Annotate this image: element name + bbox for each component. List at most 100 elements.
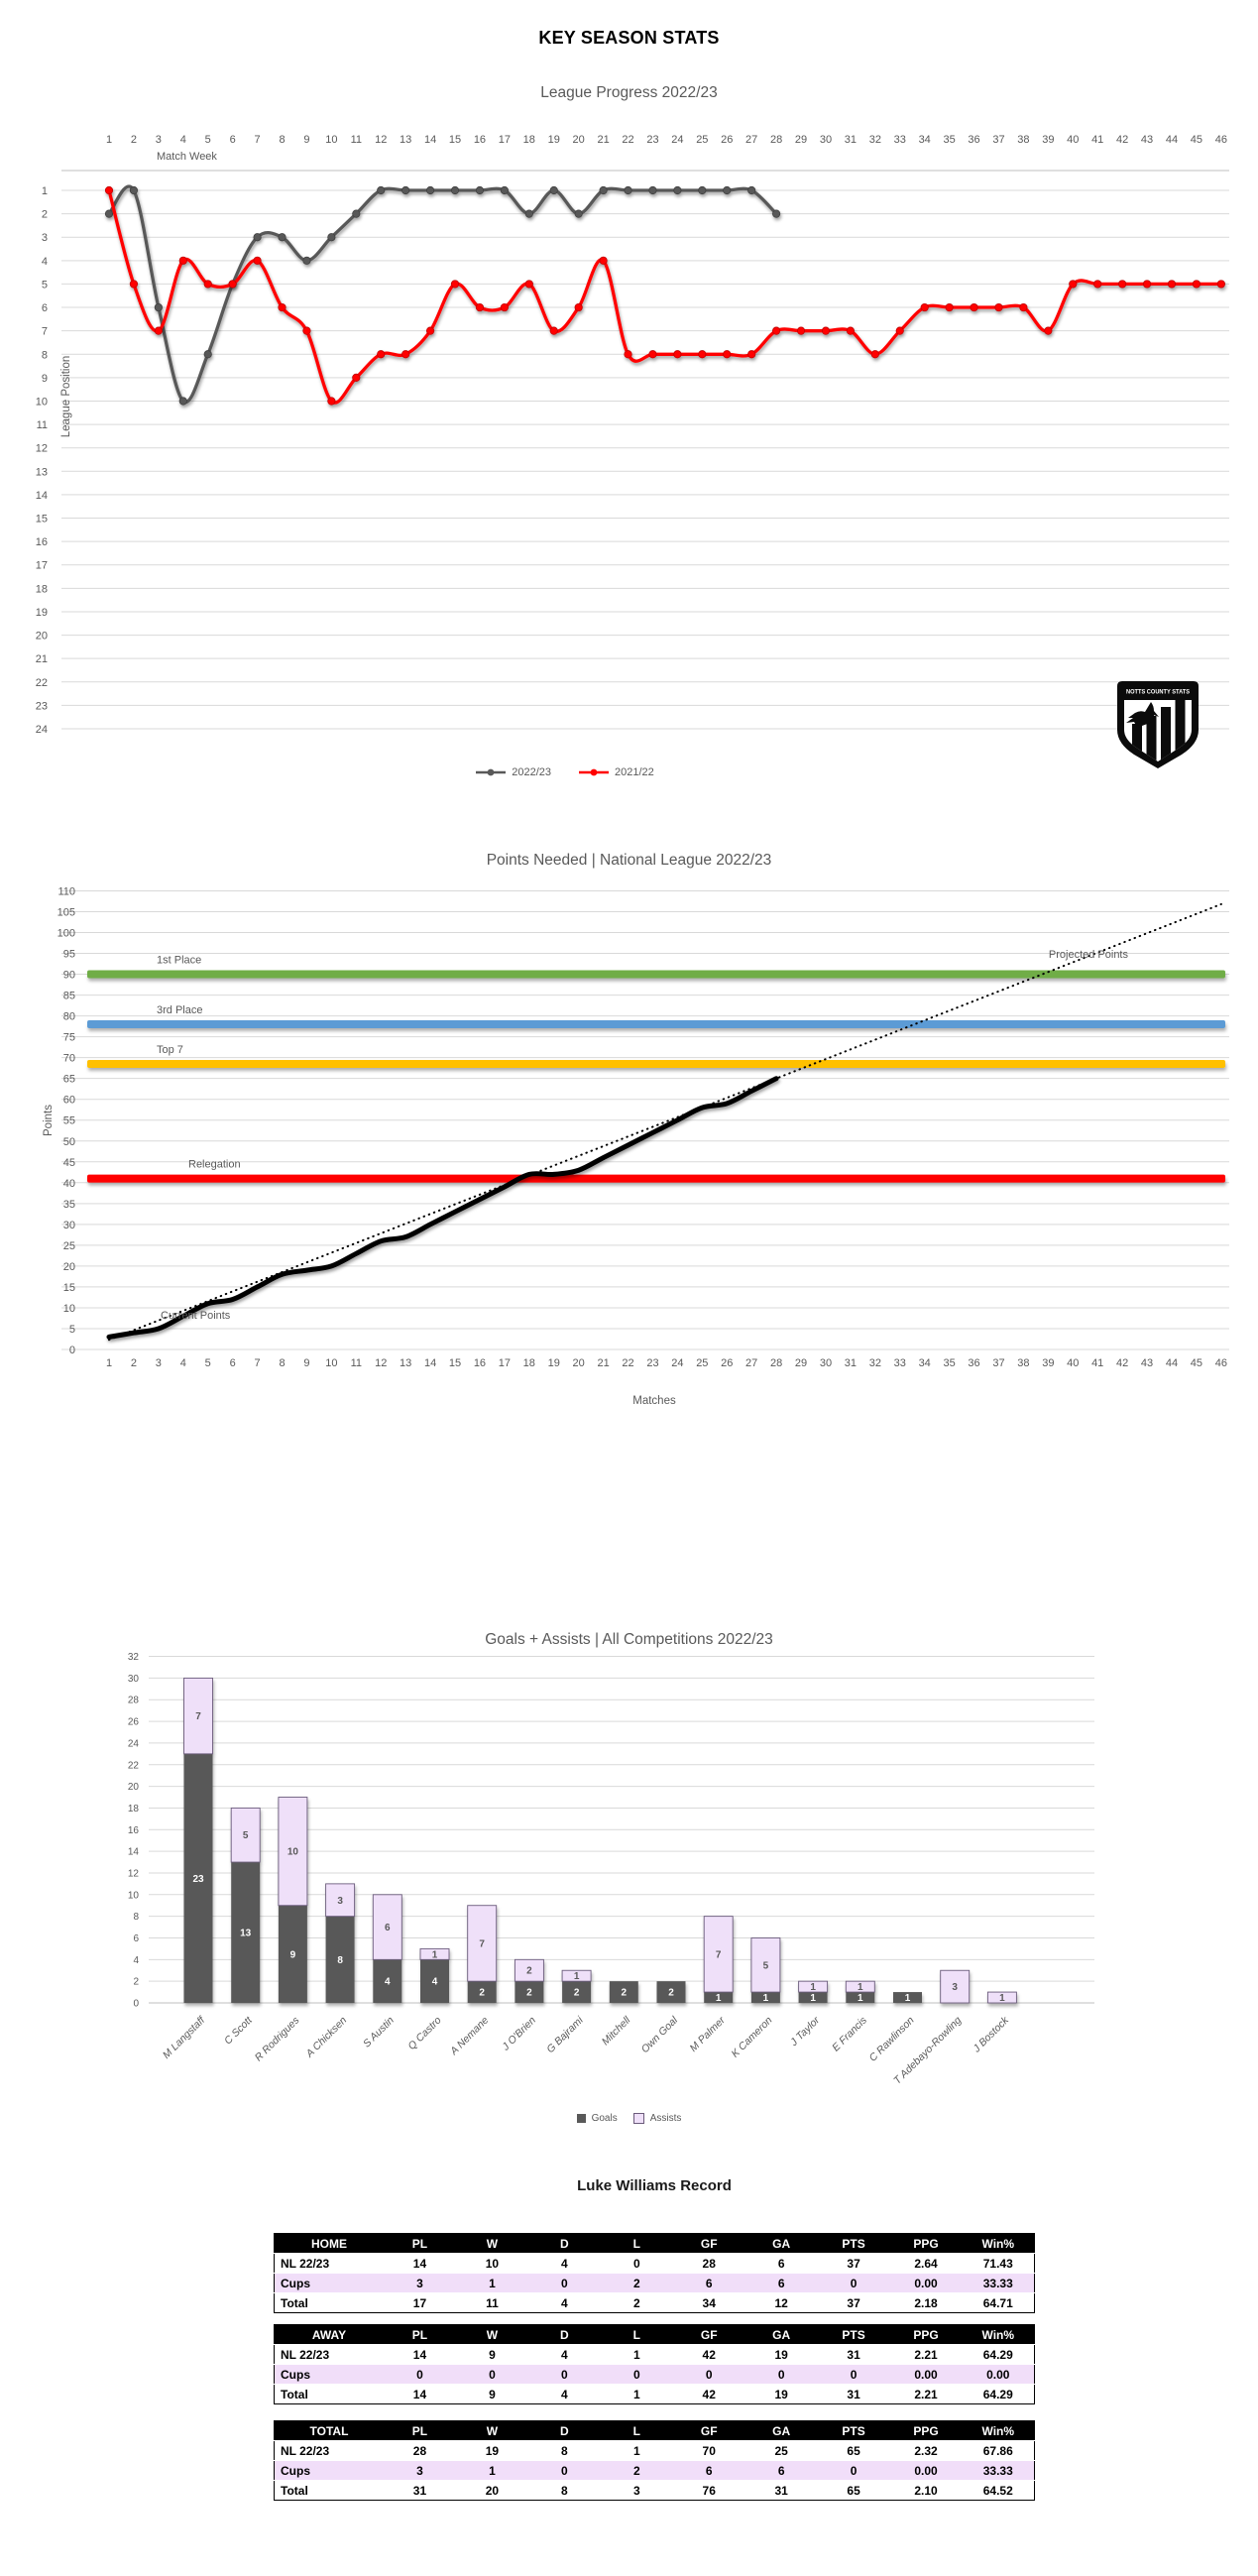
- c2-x-tick: 46: [1215, 1357, 1227, 1369]
- c1-y-tick: 3: [42, 232, 48, 244]
- c1-x-tick: 28: [770, 134, 782, 146]
- c1-x-tick: 4: [180, 134, 186, 146]
- bar-goals: [562, 1981, 592, 2003]
- c2-x-tick: 2: [131, 1357, 137, 1369]
- c2-y-tick: 50: [63, 1136, 75, 1148]
- red-line-marker-icon: [579, 768, 609, 776]
- series-marker: [278, 233, 286, 242]
- c1-x-tick: 7: [255, 134, 261, 146]
- bar-goals-value: 1: [810, 1993, 816, 2004]
- c2-band-Top 7: [87, 1059, 1225, 1068]
- bar-assists-value: 5: [243, 1830, 249, 1841]
- column-header: L: [600, 2420, 673, 2441]
- series-marker: [970, 302, 978, 312]
- table-cell: 28: [384, 2440, 456, 2461]
- c2-projected-points-line: [108, 902, 1222, 1342]
- table-cell: 8: [527, 2440, 601, 2461]
- column-header: PL: [384, 2324, 456, 2345]
- c2-x-tick: 38: [1017, 1357, 1029, 1369]
- c2-x-tick: 34: [919, 1357, 931, 1369]
- c2-x-tick: 39: [1042, 1357, 1054, 1369]
- table-row: NL 22/23 14 10 4 0 28 6 37 2.64 71.43: [274, 2253, 1035, 2274]
- c3-player-label: Mitchell: [600, 2014, 633, 2048]
- table-cell: 6: [672, 2460, 745, 2481]
- bar-assists-value: 6: [385, 1923, 391, 1933]
- table-row: NL 22/23 14 9 4 1 42 19 31 2.21 64.29: [274, 2344, 1035, 2365]
- series-marker: [203, 350, 212, 359]
- c3-y-tick: 14: [128, 1847, 140, 1858]
- bar-assists: [986, 1991, 1017, 2004]
- series-marker: [945, 302, 954, 312]
- c1-y-tick: 4: [42, 256, 48, 268]
- c2-y-tick: 20: [63, 1261, 75, 1273]
- series-marker: [747, 185, 756, 195]
- bar-goals: [846, 1992, 875, 2003]
- table-cell: 3: [384, 2273, 456, 2293]
- c2-x-tick: 45: [1191, 1357, 1202, 1369]
- c3-bar-M Palmer: [703, 1916, 734, 2003]
- series-marker: [920, 302, 929, 312]
- legend-item-2022-23: 2022/23: [476, 766, 551, 778]
- page-title: KEY SEASON STATS: [538, 28, 720, 48]
- c1-x-tick: 30: [820, 134, 832, 146]
- table-cell: 17: [384, 2292, 456, 2313]
- c2-x-tick: 17: [499, 1357, 511, 1369]
- series-marker: [549, 185, 558, 195]
- c3-bar-Q Castro: [419, 1947, 450, 2003]
- bar-assists: [419, 1947, 450, 1960]
- bar-assists-value: 3: [952, 1982, 958, 1993]
- bar-assists-value: 2: [526, 1966, 532, 1977]
- bar-assists: [940, 1969, 971, 2004]
- c3-bar-K Cameron: [750, 1937, 781, 2003]
- table-cell: 0: [744, 2364, 818, 2385]
- c2-x-tick: 44: [1166, 1357, 1178, 1369]
- c2-y-tick: 65: [63, 1074, 75, 1086]
- table-cell: 0: [527, 2364, 601, 2385]
- c3-bar-Mitchell: [609, 1981, 638, 2003]
- c1-x-tick: 41: [1091, 134, 1103, 146]
- c2-y-tick: 10: [63, 1303, 75, 1315]
- table-cell: 3: [384, 2460, 456, 2481]
- table-cell: 19: [744, 2384, 818, 2404]
- league-progress-title: League Progress 2022/23: [540, 84, 718, 101]
- goals-assists-title: Goals + Assists | All Competitions 2022/…: [485, 1631, 773, 1648]
- c1-x-tick: 45: [1191, 134, 1202, 146]
- c3-bar-R Rodrigues: [278, 1797, 308, 2003]
- series-marker: [1044, 326, 1053, 335]
- legend-item-goals: Goals: [576, 2113, 618, 2124]
- c2-x-tick: 21: [597, 1357, 609, 1369]
- c1-x-tick: 43: [1141, 134, 1153, 146]
- table-cell: Cups: [274, 2273, 384, 2293]
- table-cell: Total: [274, 2384, 384, 2404]
- table-header-row: HOME PL W D L GF GA PTS PPG Win%: [274, 2233, 1035, 2254]
- c3-player-label: A Nemane: [447, 2015, 491, 2058]
- column-header: GF: [672, 2324, 745, 2345]
- c1-y-axis-label: League Position: [60, 356, 72, 437]
- c3-bar-M Langstaff: [183, 1677, 213, 2003]
- c3-bar-G Bajrami: [561, 1969, 592, 2003]
- series-marker: [129, 185, 139, 195]
- c3-player-label: C Rawlinson: [866, 2015, 916, 2064]
- c2-x-tick: 27: [745, 1357, 757, 1369]
- c2-x-tick: 22: [622, 1357, 633, 1369]
- column-header: TOTAL: [274, 2420, 384, 2441]
- table-row: Cups 0 0 0 0 0 0 0 0.00 0.00: [274, 2364, 1035, 2385]
- magpie-icon: [1126, 702, 1159, 727]
- c1-x-tick: 21: [597, 134, 609, 146]
- table-cell: 71.43: [962, 2253, 1035, 2274]
- c1-x-tick: 11: [351, 134, 362, 146]
- bar-assists-value: 1: [810, 1982, 816, 1993]
- c2-y-tick: 80: [63, 1011, 75, 1023]
- c3-y-tick: 32: [128, 1652, 140, 1663]
- column-header: Win%: [962, 2324, 1035, 2345]
- c2-y-tick: 105: [57, 906, 75, 918]
- series-marker: [475, 185, 485, 195]
- bar-assists: [467, 1905, 498, 1982]
- c2-x-tick: 4: [180, 1357, 186, 1369]
- table-cell: Total: [274, 2480, 384, 2501]
- bar-goals: [750, 1992, 780, 2003]
- bar-goals: [893, 1992, 922, 2003]
- c1-y-tick: 19: [36, 607, 48, 619]
- c3-y-tick: 10: [128, 1890, 140, 1901]
- table-cell: 31: [817, 2344, 890, 2365]
